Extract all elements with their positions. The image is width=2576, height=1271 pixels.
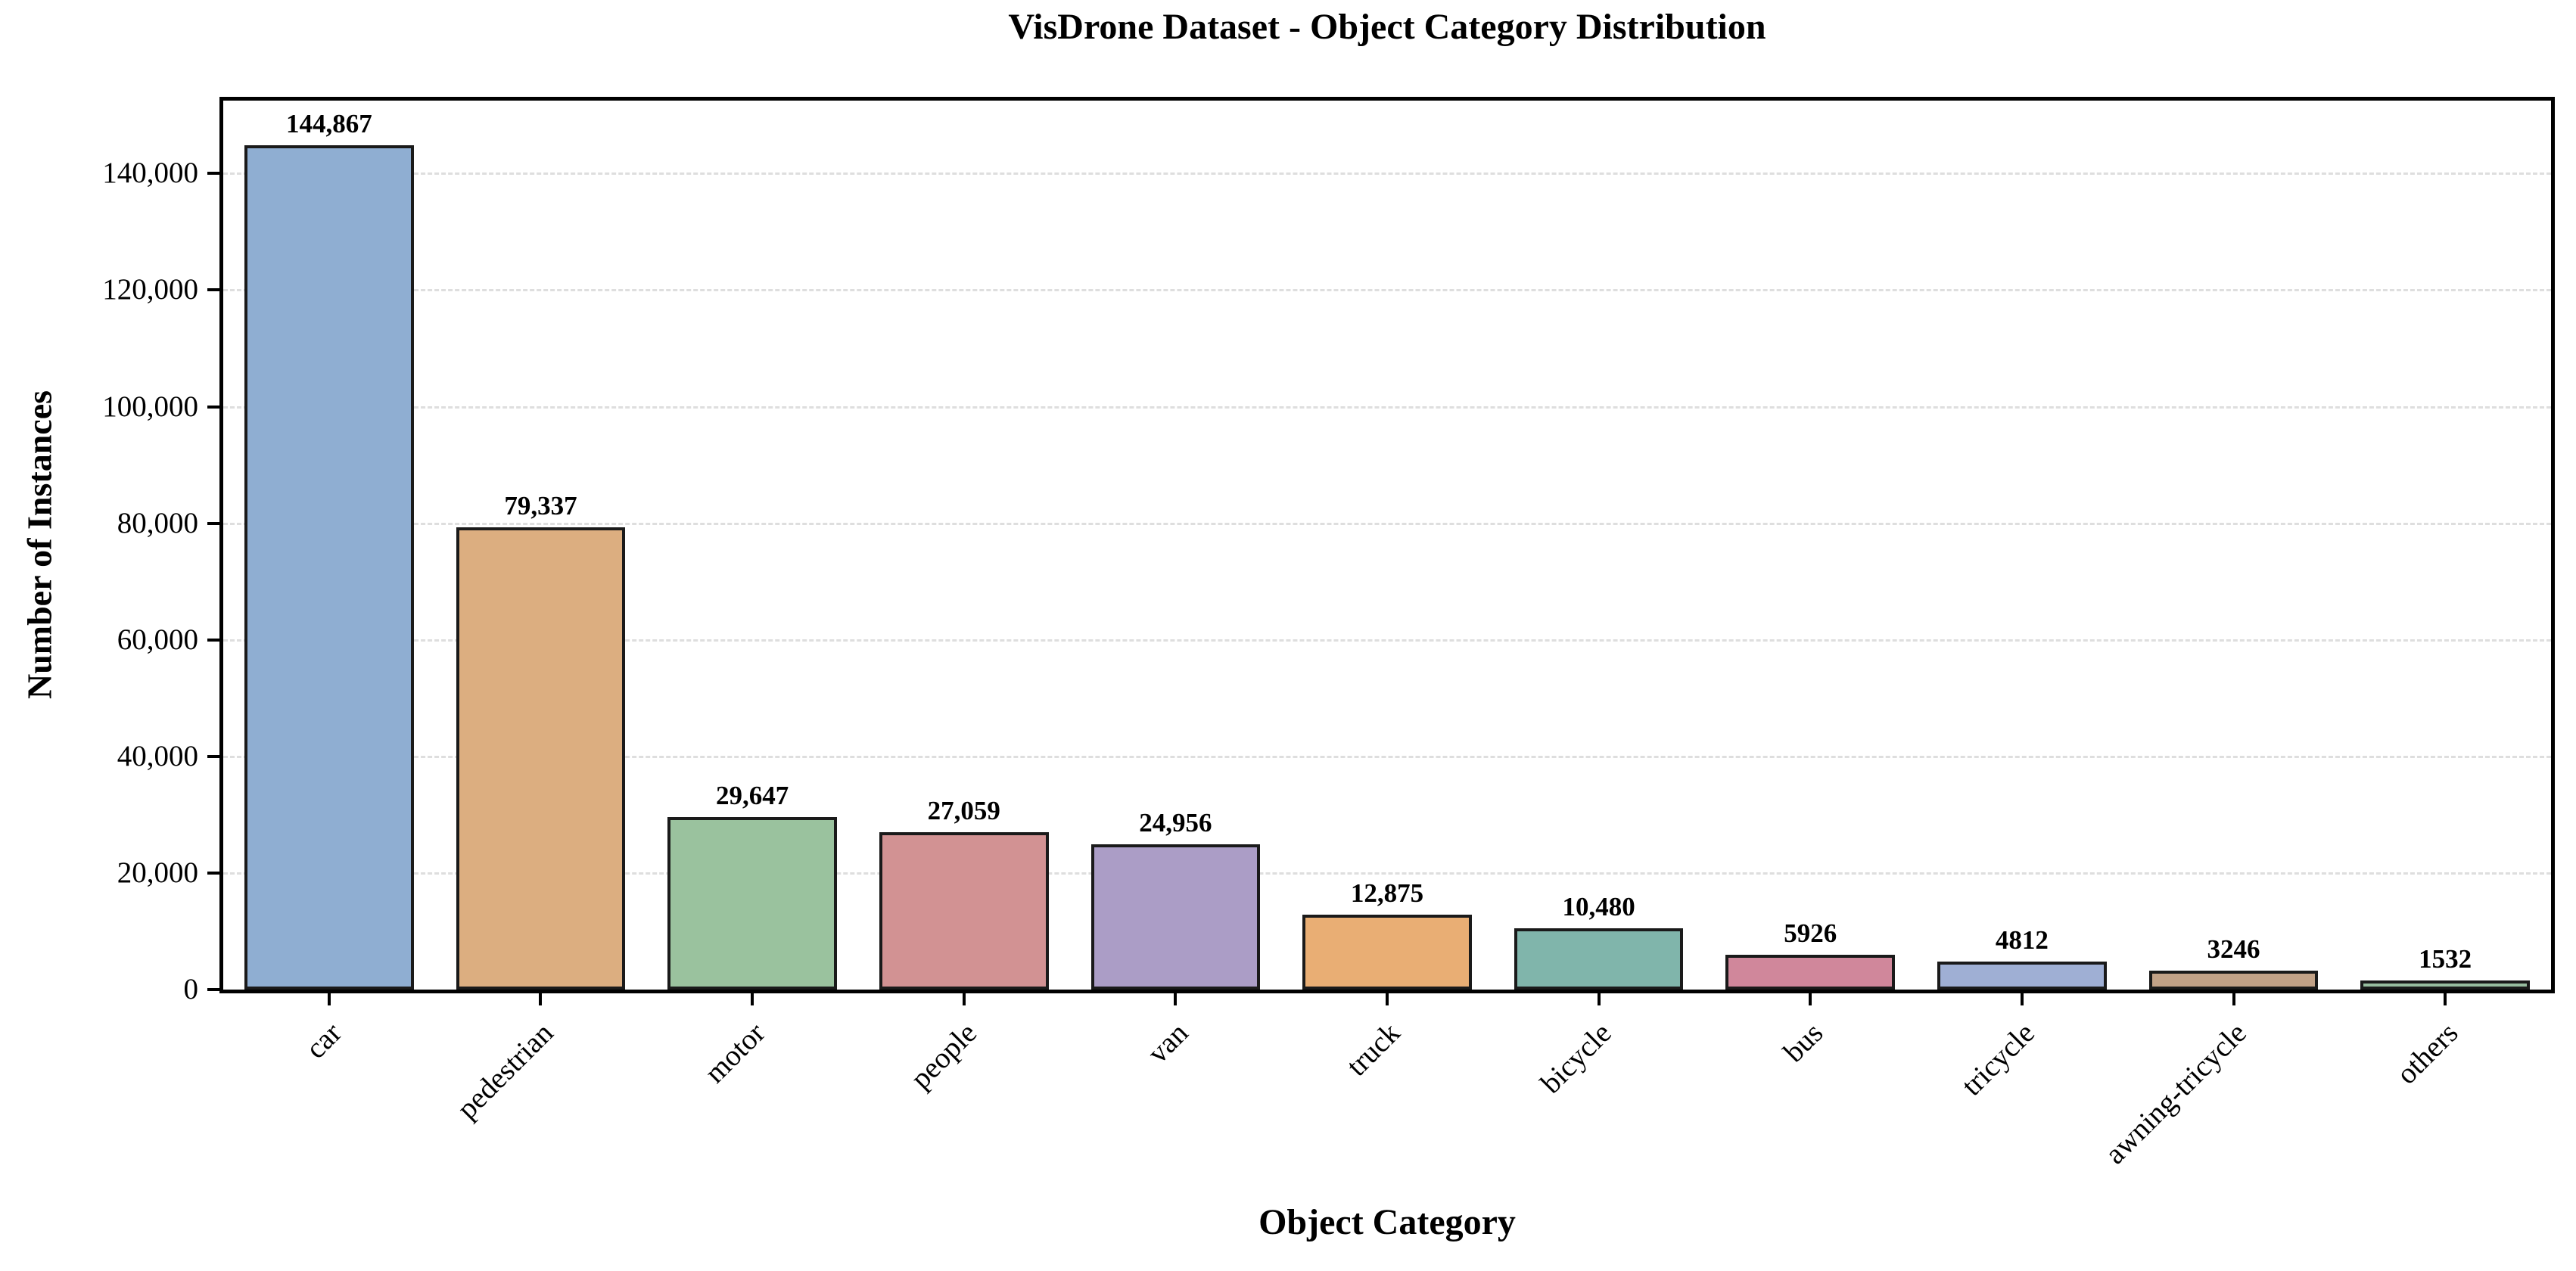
x-tick-label-people: people (904, 1016, 983, 1095)
x-tick-label-others: others (2390, 1016, 2465, 1091)
x-tick-label-truck: truck (1340, 1016, 1407, 1083)
bar-car (244, 145, 414, 990)
y-tick-mark-20000 (207, 871, 219, 875)
x-tick-label-bus: bus (1777, 1016, 1830, 1069)
y-tick-label-80000: 80,000 (117, 506, 198, 539)
bar-value-motor: 29,647 (715, 780, 789, 810)
x-tick-mark-bicycle (1597, 993, 1601, 1005)
bar-bicycle (1514, 928, 1684, 990)
y-tick-mark-140000 (207, 172, 219, 176)
x-tick-mark-awning-tricycle (2232, 993, 2235, 1005)
gridline-100000 (223, 406, 2551, 409)
y-tick-mark-60000 (207, 638, 219, 642)
bar-motor (667, 816, 837, 990)
y-tick-mark-80000 (207, 521, 219, 525)
bar-value-bus: 5926 (1784, 918, 1837, 949)
bar-value-pedestrian: 79,337 (504, 490, 577, 521)
gridline-140000 (223, 172, 2551, 176)
bar-value-awning-tricycle: 3246 (2207, 934, 2260, 964)
x-tick-label-motor: motor (698, 1016, 772, 1089)
y-tick-label-100000: 100,000 (102, 390, 198, 423)
bar-value-van: 24,956 (1139, 807, 1212, 837)
plot-area: 144,867 79,337 29,647 27,059 24,956 12,875 10,… (219, 97, 2555, 993)
x-tick-mark-others (2444, 993, 2447, 1005)
x-tick-mark-van (1174, 993, 1178, 1005)
gridline-80000 (223, 522, 2551, 525)
x-tick-label-tricycle: tricycle (1955, 1016, 2042, 1102)
y-tick-mark-120000 (207, 288, 219, 292)
bar-others (2360, 980, 2531, 990)
bar-value-people: 27,059 (927, 795, 1000, 825)
bar-van (1090, 844, 1261, 990)
y-tick-mark-0 (207, 988, 219, 991)
gridline-60000 (223, 639, 2551, 642)
y-tick-label-20000: 20,000 (117, 856, 198, 889)
x-tick-mark-people (962, 993, 966, 1005)
x-tick-label-pedestrian: pedestrian (450, 1016, 560, 1126)
x-tick-label-bicycle: bicycle (1534, 1016, 1618, 1100)
bar-value-bicycle: 10,480 (1562, 892, 1635, 922)
gridline-40000 (223, 755, 2551, 758)
x-tick-label-awning-tricycle: awning-tricycle (2098, 1016, 2253, 1171)
y-tick-label-0: 0 (183, 973, 199, 1005)
bar-truck (1302, 914, 1472, 990)
x-tick-mark-truck (1386, 993, 1389, 1005)
gridline-120000 (223, 289, 2551, 292)
x-tick-mark-car (327, 993, 331, 1005)
bar-people (879, 831, 1049, 990)
y-tick-label-40000: 40,000 (117, 739, 198, 772)
y-tick-mark-100000 (207, 405, 219, 409)
bar-value-car: 144,867 (285, 108, 372, 138)
y-tick-mark-40000 (207, 754, 219, 758)
x-tick-label-van: van (1141, 1016, 1195, 1070)
bar-awning-tricycle (2148, 971, 2319, 990)
y-tick-label-60000: 60,000 (117, 623, 198, 656)
bar-bus (1725, 955, 1896, 990)
bar-value-others: 1532 (2419, 944, 2472, 974)
y-tick-label-120000: 120,000 (102, 273, 198, 306)
bar-value-truck: 12,875 (1350, 878, 1424, 908)
x-tick-mark-tricycle (2020, 993, 2024, 1005)
x-axis-label: Object Category (1258, 1202, 1516, 1242)
gridline-20000 (223, 872, 2551, 875)
bar-tricycle (1937, 961, 2107, 990)
x-tick-label-car: car (299, 1016, 348, 1065)
bar-pedestrian (456, 527, 626, 990)
x-tick-mark-bus (1809, 993, 1812, 1005)
x-tick-mark-pedestrian (539, 993, 543, 1005)
chart-title: VisDrone Dataset - Object Category Distr… (1008, 7, 1766, 47)
bar-value-tricycle: 4812 (1995, 925, 2049, 955)
x-tick-mark-motor (751, 993, 754, 1005)
y-tick-label-140000: 140,000 (102, 157, 198, 190)
